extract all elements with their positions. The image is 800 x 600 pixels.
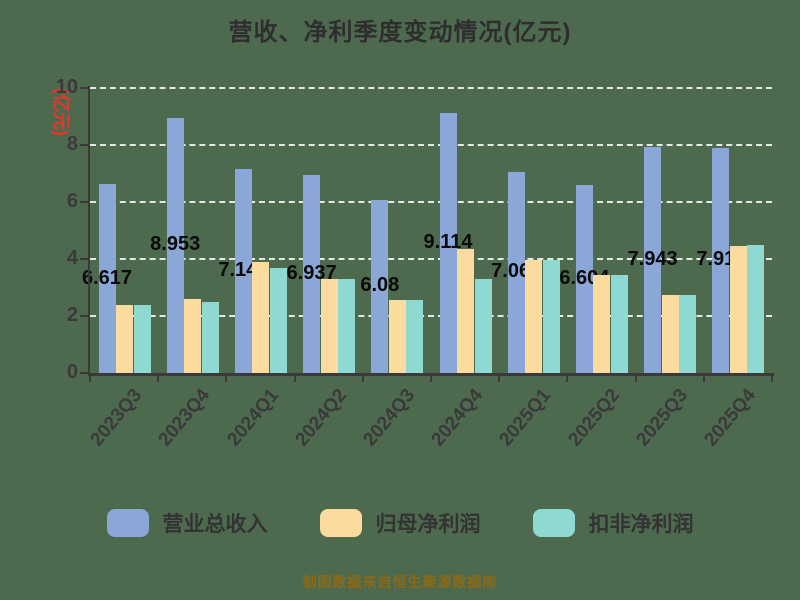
bar-归母净利润-2023Q4: [184, 298, 202, 373]
bar-归母净利润-2024Q4: [457, 249, 474, 373]
x-tickmark: [566, 376, 569, 382]
legend: 营业总收入 归母净利润 扣非净利润: [0, 508, 800, 538]
bar-扣非净利润-2025Q4: [747, 244, 765, 373]
bar-营业总收入-2024Q1: [234, 169, 252, 373]
y-axis-line: [88, 86, 90, 376]
legend-item-total-revenue[interactable]: 营业总收入: [106, 508, 268, 538]
bar-营业总收入-2025Q1: [507, 171, 525, 373]
bar-归母净利润-2025Q4: [729, 246, 747, 373]
y-tickmark: [80, 201, 88, 203]
bar-营业总收入-2025Q2: [575, 184, 593, 373]
legend-label-net-profit: 归母净利润: [375, 513, 481, 536]
bar-营业总收入-2023Q4: [166, 117, 184, 373]
y-gridline: [90, 87, 772, 89]
legend-item-non-gaap-net-profit[interactable]: 扣非净利润: [532, 508, 694, 538]
x-tickmark: [157, 376, 160, 382]
bar-营业总收入-2025Q3: [644, 146, 662, 373]
bar-营业总收入-2024Q2: [303, 175, 321, 373]
legend-label-total-revenue: 营业总收入: [162, 513, 268, 536]
bar-value-label: 6.617: [81, 266, 133, 289]
legend-swatch-net-profit: [319, 509, 362, 537]
bar-归母净利润-2024Q2: [320, 278, 338, 373]
y-tick-label: 10: [55, 76, 78, 98]
bar-扣非净利润-2023Q4: [201, 301, 219, 373]
x-tickmark: [430, 376, 432, 382]
x-tickmark: [361, 376, 364, 382]
y-gridline: [90, 315, 772, 317]
y-tickmark: [80, 258, 88, 260]
bar-营业总收入-2025Q4: [712, 147, 730, 373]
y-tickmark: [80, 315, 88, 317]
legend-item-net-profit[interactable]: 归母净利润: [319, 508, 481, 538]
bar-营业总收入-2024Q3: [371, 199, 389, 373]
x-tickmark: [771, 376, 773, 382]
bar-扣非净利润-2024Q1: [269, 267, 287, 373]
bar-扣非净利润-2025Q3: [679, 294, 697, 373]
y-tick-label: 4: [66, 247, 78, 269]
bar-营业总收入-2023Q3: [98, 184, 116, 373]
y-tickmark: [80, 144, 88, 146]
x-tickmark: [634, 376, 637, 382]
bar-归母净利润-2025Q2: [593, 274, 611, 373]
x-tickmark: [702, 376, 705, 382]
bar-归母净利润-2023Q3: [116, 304, 133, 373]
x-tickmark: [225, 376, 228, 382]
legend-label-non-gaap-net-profit: 扣非净利润: [588, 513, 694, 536]
bar-扣非净利润-2023Q3: [133, 304, 151, 373]
legend-swatch-total-revenue: [106, 509, 149, 537]
y-gridline: [90, 201, 772, 203]
y-gridline: [90, 258, 772, 260]
y-tick-label: 2: [66, 304, 78, 326]
bar-value-label: 9.114: [423, 231, 473, 254]
bar-扣非净利润-2025Q2: [610, 274, 628, 373]
y-gridline: [90, 144, 772, 146]
bar-营业总收入-2024Q4: [439, 113, 457, 373]
y-tick-label: 6: [66, 190, 78, 212]
y-tick-label: 8: [66, 133, 78, 155]
bar-扣非净利润-2024Q3: [406, 300, 424, 373]
bar-扣非净利润-2024Q4: [474, 278, 492, 373]
bar-value-label: 8.953: [150, 233, 201, 256]
bar-value-label: 6.937: [286, 262, 337, 285]
bar-扣非净利润-2025Q1: [542, 260, 560, 373]
bar-归母净利润-2025Q3: [661, 294, 679, 373]
x-tickmark: [89, 376, 91, 382]
y-tickmark: [80, 87, 88, 89]
bar-扣非净利润-2024Q2: [338, 278, 356, 373]
bar-value-label: 6.08: [360, 274, 400, 297]
legend-swatch-non-gaap-net-profit: [532, 509, 575, 537]
bar-归母净利润-2024Q1: [252, 261, 270, 373]
bar-value-label: 7.943: [627, 247, 678, 270]
y-tick-label: 0: [66, 361, 78, 383]
bar-归母净利润-2024Q3: [388, 300, 406, 373]
chart-title: 营收、净利季度变动情况(亿元): [228, 19, 572, 46]
footer-note: 制图数据来自恒生聚源数据库: [302, 574, 498, 590]
bar-归母净利润-2025Q1: [525, 260, 543, 373]
x-tickmark: [498, 376, 501, 382]
x-axis-line: [88, 373, 774, 376]
y-tickmark: [80, 372, 88, 374]
x-tickmark: [293, 376, 296, 382]
